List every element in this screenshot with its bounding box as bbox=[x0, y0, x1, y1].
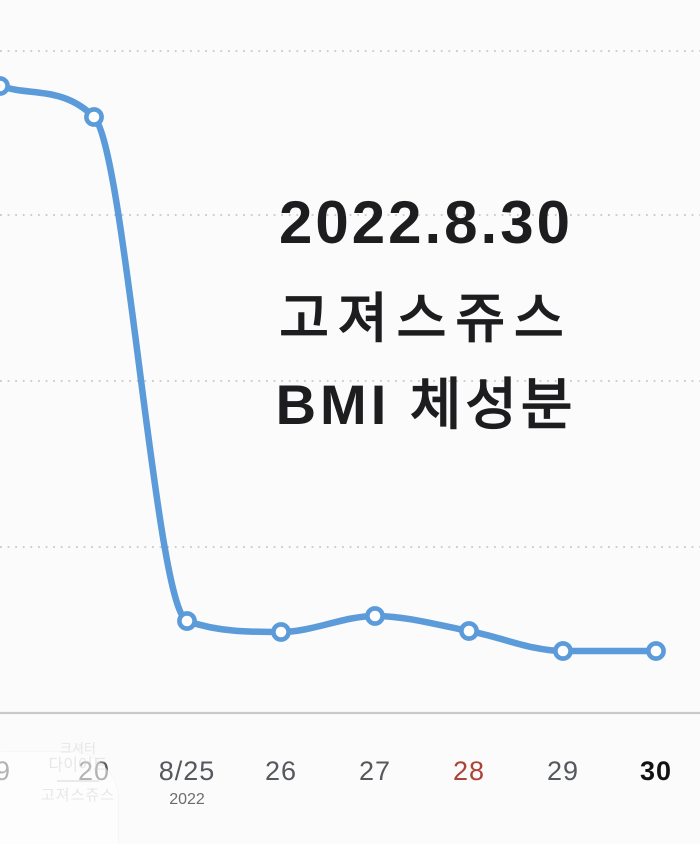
data-point[interactable] bbox=[0, 76, 10, 96]
data-point[interactable] bbox=[365, 606, 385, 626]
chart-markers bbox=[0, 76, 666, 661]
x-axis-label-9[interactable]: 9 bbox=[0, 756, 12, 786]
x-axis-label-29[interactable]: 29 bbox=[546, 756, 580, 786]
data-point[interactable] bbox=[553, 641, 573, 661]
x-axis-year-label: 2022 bbox=[169, 791, 205, 808]
x-axis-label-27[interactable]: 27 bbox=[358, 756, 392, 786]
x-axis-label-20[interactable]: 20 bbox=[77, 756, 111, 786]
x-axis-label-28[interactable]: 28 bbox=[452, 756, 486, 786]
data-point[interactable] bbox=[84, 107, 104, 127]
x-axis-label-8/25[interactable]: 8/25 bbox=[158, 756, 216, 786]
x-axis-label-26[interactable]: 26 bbox=[264, 756, 298, 786]
x-axis-label-30[interactable]: 30 bbox=[639, 756, 673, 786]
data-point[interactable] bbox=[177, 611, 197, 631]
data-point[interactable] bbox=[459, 621, 479, 641]
data-point[interactable] bbox=[271, 622, 291, 642]
gridlines bbox=[0, 50, 700, 548]
data-point[interactable] bbox=[646, 641, 666, 661]
